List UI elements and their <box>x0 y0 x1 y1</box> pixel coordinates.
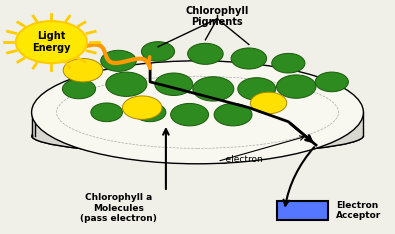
Circle shape <box>272 53 305 73</box>
Circle shape <box>238 78 276 100</box>
Text: Chlorophyll
Pigments: Chlorophyll Pigments <box>186 6 249 27</box>
Circle shape <box>214 103 252 126</box>
Circle shape <box>122 96 162 119</box>
Circle shape <box>134 103 166 122</box>
Text: Chlorophyll a
Molecules
(pass electron): Chlorophyll a Molecules (pass electron) <box>80 193 157 223</box>
Ellipse shape <box>32 61 363 164</box>
Circle shape <box>188 43 223 64</box>
Circle shape <box>141 42 175 61</box>
Circle shape <box>276 75 316 98</box>
Circle shape <box>101 50 136 71</box>
Circle shape <box>62 79 96 99</box>
Circle shape <box>171 103 209 126</box>
Ellipse shape <box>32 118 363 154</box>
Circle shape <box>250 92 287 114</box>
Circle shape <box>315 72 348 92</box>
Text: Light
Energy: Light Energy <box>32 31 71 53</box>
Circle shape <box>63 58 103 82</box>
Text: Electron
Acceptor: Electron Acceptor <box>336 201 381 220</box>
Polygon shape <box>32 112 363 154</box>
Circle shape <box>106 72 147 96</box>
Circle shape <box>193 77 234 101</box>
Circle shape <box>91 103 122 122</box>
Bar <box>276 201 328 220</box>
Text: _electron: _electron <box>221 155 263 164</box>
Circle shape <box>16 21 87 63</box>
Circle shape <box>231 48 267 69</box>
Circle shape <box>155 73 193 95</box>
